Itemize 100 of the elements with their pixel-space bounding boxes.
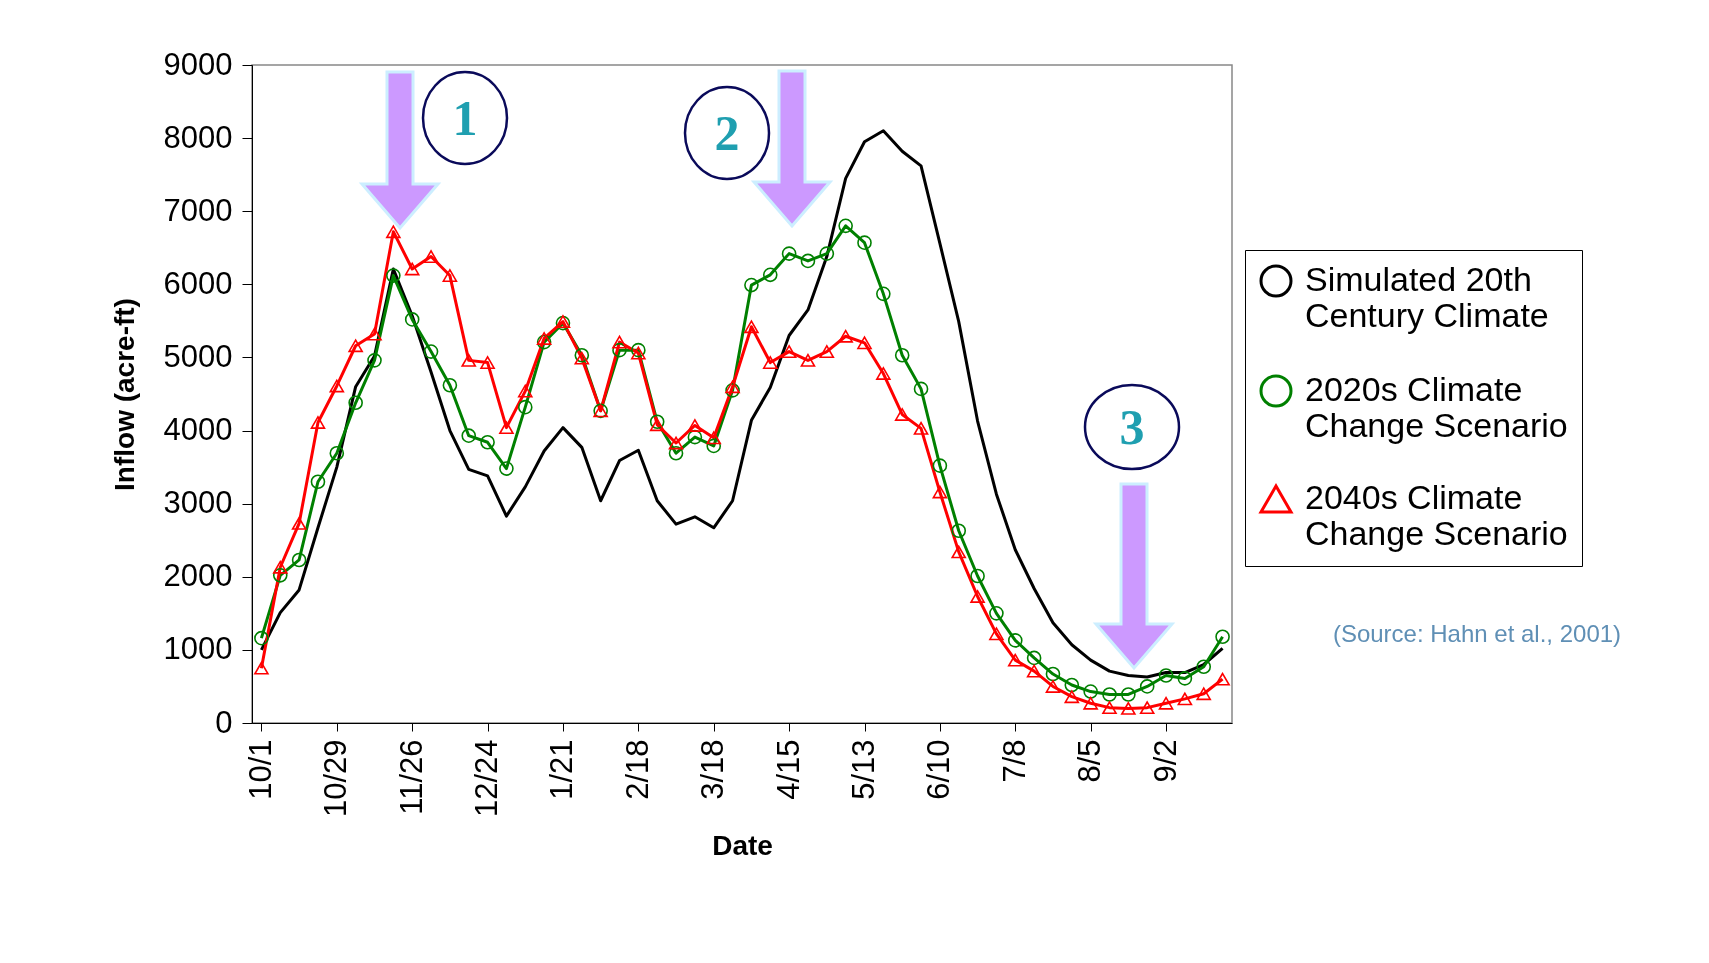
point	[348, 395, 363, 411]
point	[970, 568, 985, 584]
point	[404, 312, 420, 327]
legend-label: 2040s Climate Change Scenario	[1305, 478, 1568, 552]
point	[1177, 671, 1193, 686]
x-tick-label: 5/13	[846, 739, 881, 800]
point	[423, 250, 439, 263]
point	[499, 421, 514, 435]
point	[876, 286, 891, 302]
y-tick-label: 9000	[163, 46, 233, 82]
point	[1215, 629, 1230, 645]
x-tick-label: 1/21	[544, 739, 580, 800]
point	[1045, 680, 1061, 693]
point	[423, 344, 439, 359]
point	[612, 342, 627, 358]
legend-label: 2020s Climate Change Scenario	[1305, 370, 1568, 444]
point	[517, 384, 533, 398]
point	[348, 339, 363, 353]
point	[1139, 679, 1155, 694]
point	[517, 399, 533, 415]
point	[1026, 650, 1042, 666]
point	[913, 421, 929, 435]
y-tick-label: 4000	[163, 412, 233, 448]
point	[989, 627, 1004, 641]
x-tick-label: 3/18	[695, 739, 731, 800]
point	[1139, 701, 1155, 715]
point	[310, 416, 326, 429]
y-tick-label: 1000	[163, 631, 233, 667]
annotation: 1	[452, 90, 478, 146]
point	[781, 246, 797, 261]
point	[800, 353, 816, 367]
y-tick-label: 7000	[163, 192, 233, 228]
x-tick-label: 10/29	[318, 739, 354, 818]
point	[932, 458, 948, 473]
point	[272, 568, 288, 583]
point	[1026, 664, 1042, 678]
point	[272, 560, 288, 574]
point	[1007, 653, 1023, 667]
x-tick-label: 12/24	[469, 739, 505, 818]
point	[800, 253, 816, 269]
point	[291, 516, 307, 530]
point	[725, 380, 740, 394]
y-tick-label: 2000	[163, 558, 233, 594]
point	[1121, 687, 1136, 702]
point	[367, 353, 382, 368]
point	[1196, 687, 1212, 701]
point	[461, 428, 477, 443]
x-tick-label: 10/1	[242, 739, 278, 800]
point	[1064, 690, 1080, 704]
point	[1007, 633, 1023, 648]
point	[989, 606, 1004, 621]
point	[744, 320, 759, 334]
point	[781, 345, 797, 359]
y-tick-label: 0	[215, 704, 233, 740]
point	[838, 218, 853, 234]
point	[762, 267, 778, 283]
point	[687, 418, 703, 432]
point	[1121, 701, 1136, 715]
point	[499, 461, 514, 476]
point	[291, 552, 307, 568]
point	[536, 331, 552, 345]
point	[687, 429, 703, 445]
point	[1064, 677, 1080, 693]
annotation: 3	[1119, 399, 1145, 455]
text: (Source: Hahn et al., 2001)	[1332, 620, 1622, 647]
point	[1045, 666, 1061, 682]
point	[819, 246, 835, 261]
x-tick-label: 2/18	[619, 739, 655, 800]
point	[894, 408, 910, 421]
point	[329, 445, 345, 461]
point	[442, 377, 458, 393]
point	[706, 438, 722, 454]
point	[819, 345, 835, 359]
point	[1177, 692, 1193, 706]
point	[536, 334, 552, 350]
point	[442, 269, 458, 283]
point	[649, 418, 665, 432]
y-tick-label: 8000	[163, 119, 233, 155]
legend-label: Simulated 20th Century Climate	[1305, 260, 1549, 334]
point	[744, 277, 759, 293]
point	[932, 485, 948, 499]
point	[574, 351, 590, 365]
point	[612, 335, 627, 349]
point	[857, 336, 872, 350]
point	[254, 630, 269, 646]
point	[254, 661, 269, 675]
point	[480, 434, 495, 450]
point	[404, 262, 420, 276]
point	[461, 353, 477, 367]
point	[668, 436, 684, 450]
point	[631, 346, 646, 360]
x-axis-title: Date	[712, 830, 773, 862]
x-tick-label: 7/8	[996, 739, 1032, 783]
x-tick-label: 8/5	[1072, 739, 1108, 783]
point	[951, 523, 967, 539]
point	[668, 445, 684, 461]
point	[310, 474, 326, 490]
point	[1083, 684, 1098, 699]
point	[970, 590, 985, 603]
point	[725, 383, 740, 398]
